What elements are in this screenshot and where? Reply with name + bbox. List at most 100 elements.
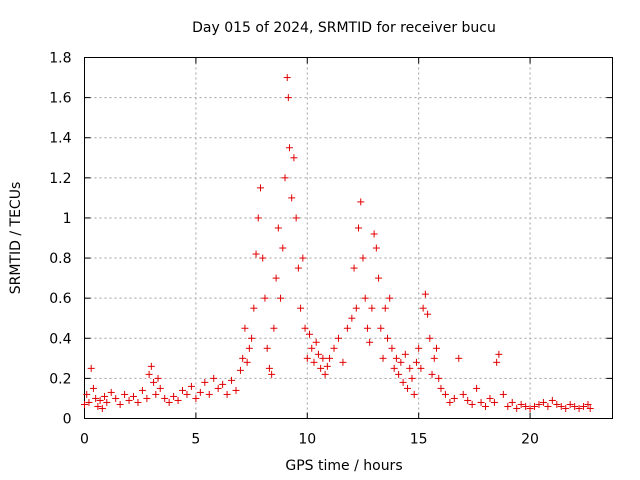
chart-title: Day 015 of 2024, SRMTID for receiver buc… [192, 20, 496, 36]
data-point [201, 378, 209, 386]
data-point [138, 386, 146, 394]
data-point [154, 374, 162, 382]
data-point [283, 74, 291, 82]
data-point [401, 350, 409, 358]
data-point [259, 254, 267, 262]
data-point [103, 398, 111, 406]
data-point [495, 350, 503, 358]
data-point [83, 390, 91, 398]
data-point [464, 396, 472, 404]
data-point [323, 362, 331, 370]
data-point [314, 350, 322, 358]
data-point [553, 400, 561, 408]
data-point [508, 398, 516, 406]
data-point [243, 358, 251, 366]
data-point [294, 264, 302, 272]
data-point [210, 374, 218, 382]
data-point [412, 358, 420, 366]
data-point [419, 304, 427, 312]
data-point [281, 174, 289, 182]
data-point [290, 154, 298, 162]
data-point [493, 358, 501, 366]
data-point [308, 344, 316, 352]
data-points [81, 74, 594, 412]
data-point [326, 354, 334, 362]
data-point [526, 404, 534, 412]
data-point [219, 380, 227, 388]
data-point [381, 304, 389, 312]
data-point [355, 224, 363, 232]
data-point [145, 370, 153, 378]
data-point [535, 400, 543, 408]
data-point [377, 324, 385, 332]
data-point [319, 354, 327, 362]
data-point [417, 364, 425, 372]
data-point [435, 374, 443, 382]
data-point [359, 254, 367, 262]
y-tick-label: 0.2 [49, 371, 71, 387]
data-point [92, 394, 100, 402]
grid-lines [84, 57, 613, 419]
data-point [310, 358, 318, 366]
data-point [486, 394, 494, 402]
x-axis: 0 5 10 15 20 [80, 57, 539, 448]
data-point [89, 384, 97, 392]
data-point [248, 334, 256, 342]
data-point [357, 198, 365, 206]
data-point [330, 344, 338, 352]
data-point [339, 358, 347, 366]
data-point [156, 384, 164, 392]
data-point [363, 324, 371, 332]
x-tick-label: 5 [191, 432, 200, 448]
y-tick-label: 0.4 [49, 331, 71, 347]
data-point [415, 344, 423, 352]
data-point [473, 384, 481, 392]
data-point [187, 382, 195, 390]
data-point [421, 290, 429, 298]
data-point [161, 394, 169, 402]
data-point [245, 344, 253, 352]
data-point [285, 144, 293, 152]
x-tick-label: 15 [410, 432, 428, 448]
data-point [112, 394, 120, 402]
data-point [410, 390, 418, 398]
data-point [395, 370, 403, 378]
data-point [116, 400, 124, 408]
data-point [241, 324, 249, 332]
data-point [130, 392, 138, 400]
data-point [274, 224, 282, 232]
data-point [303, 354, 311, 362]
data-point [261, 294, 269, 302]
data-point [441, 390, 449, 398]
data-point [279, 244, 287, 252]
data-point [228, 376, 236, 384]
data-point [430, 354, 438, 362]
data-point [406, 364, 414, 372]
data-point [426, 334, 434, 342]
data-point [539, 398, 547, 406]
data-point [428, 370, 436, 378]
data-point [379, 354, 387, 362]
y-tick-label: 1.2 [49, 171, 71, 187]
data-point [306, 330, 314, 338]
data-point [85, 398, 93, 406]
data-point [397, 358, 405, 366]
data-point [477, 398, 485, 406]
data-point [375, 274, 383, 282]
y-axis: 0 0.2 0.4 0.6 0.8 1 1.2 1.4 1.6 1.8 [49, 51, 613, 428]
data-point [317, 364, 325, 372]
data-point [372, 244, 380, 252]
data-point [499, 390, 507, 398]
x-tick-label: 0 [80, 432, 89, 448]
data-point [321, 370, 329, 378]
data-point [390, 364, 398, 372]
data-point [254, 214, 262, 222]
data-point [252, 250, 260, 258]
data-point [531, 402, 539, 410]
data-point [165, 398, 173, 406]
data-point [450, 394, 458, 402]
data-point [223, 390, 231, 398]
data-point [268, 370, 276, 378]
data-point [548, 396, 556, 404]
